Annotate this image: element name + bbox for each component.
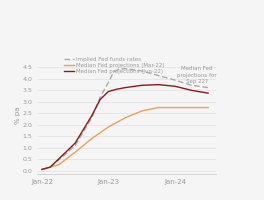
Y-axis label: % pa: % pa bbox=[15, 106, 21, 124]
Text: Median Fed
projections for
Sep 22?: Median Fed projections for Sep 22? bbox=[177, 66, 216, 84]
Legend: Implied Fed funds rates, Median Fed projections (Mar-22), Median Fed projections: Implied Fed funds rates, Median Fed proj… bbox=[62, 55, 167, 76]
